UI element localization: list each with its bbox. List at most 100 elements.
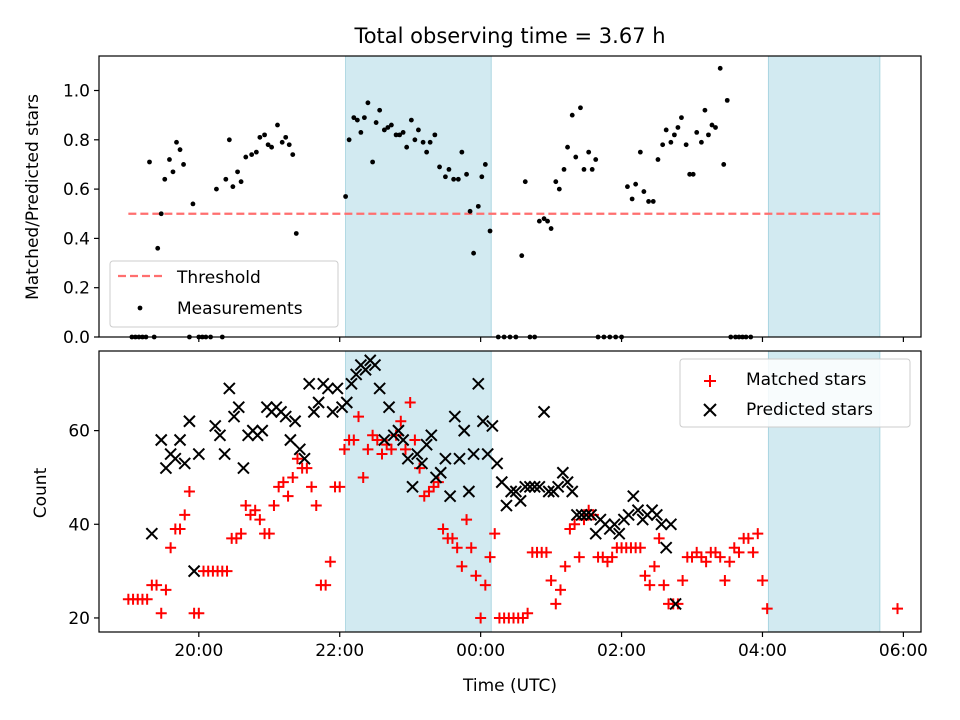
predicted-star-point: [396, 433, 410, 447]
x-tick-label: 02:00: [597, 641, 646, 661]
predicted-star-point: [321, 382, 335, 395]
measurement-point: [646, 199, 651, 204]
matched-star-point: [446, 532, 458, 544]
measurement-point: [589, 166, 595, 172]
predicted-star-point: [443, 489, 457, 503]
measurement-point: [420, 139, 426, 145]
measurement-point: [593, 157, 599, 162]
measurement-point: [408, 117, 414, 123]
matched-star-point: [165, 542, 177, 554]
measurement-point: [235, 169, 240, 175]
measurement-point: [573, 154, 579, 160]
matched-star-point: [428, 481, 440, 493]
measurement-point: [265, 142, 271, 148]
matched-star-point: [677, 574, 689, 586]
measurement-point: [393, 132, 399, 138]
predicted-star-point: [411, 447, 424, 461]
predicted-star-point: [650, 508, 663, 522]
matched-star-point: [724, 556, 736, 568]
matched-star-point: [728, 542, 740, 554]
predicted-star-point: [669, 597, 682, 611]
predicted-star-point: [659, 541, 673, 554]
y-tick-label: 40: [68, 515, 90, 535]
matched-star-point: [399, 443, 411, 455]
matched-star-point: [484, 551, 496, 563]
predicted-star-point: [420, 438, 433, 451]
matched-star-point: [291, 453, 303, 465]
matched-star-point: [465, 542, 477, 554]
matched-star-point: [183, 486, 195, 497]
measurement-point: [672, 132, 677, 138]
measurement-point: [721, 162, 727, 167]
measurement-point: [479, 174, 485, 180]
measurement-point: [223, 176, 229, 182]
predicted-star-point: [448, 410, 462, 423]
matched-star-point: [559, 560, 571, 572]
matched-star-point: [451, 542, 463, 554]
matched-star-point: [470, 570, 482, 582]
matched-star-point: [695, 551, 707, 563]
measurement-point: [162, 176, 168, 182]
observing-window-band: [345, 55, 492, 338]
predicted-star-point: [608, 518, 621, 531]
matched-star-point: [174, 523, 186, 535]
predicted-star-point: [382, 400, 396, 414]
measurement-point: [190, 201, 196, 207]
matched-star-point: [550, 598, 562, 610]
measurement-point: [724, 97, 730, 103]
predicted-star-point: [340, 396, 353, 409]
matched-star-point: [564, 523, 576, 535]
matched-star-point: [235, 528, 247, 540]
measurement-point: [519, 253, 525, 259]
matched-star-point: [367, 429, 379, 441]
matched-star-point: [540, 546, 552, 558]
measurement-point: [578, 105, 583, 111]
measurement-point: [377, 107, 383, 113]
y-tick-label: 0.8: [63, 131, 90, 151]
legend-predicted-swatch: [703, 403, 717, 417]
measurement-point: [373, 120, 379, 125]
measurement-point: [412, 137, 418, 143]
matched-star-point: [569, 518, 581, 530]
measurement-point: [706, 132, 711, 138]
predicted-star-point: [495, 475, 508, 489]
matched-star-point: [395, 415, 407, 427]
y-tick-label: 0.2: [63, 279, 90, 299]
measurement-point: [243, 154, 249, 160]
legend-measurements-label: Measurements: [177, 299, 303, 319]
measurement-point: [561, 166, 567, 172]
predicted-star-point: [183, 415, 196, 428]
matched-star-point: [371, 434, 383, 446]
measurement-point: [556, 186, 562, 192]
matched-star-point: [357, 471, 369, 483]
matched-star-point: [160, 584, 172, 596]
predicted-star-point: [302, 377, 316, 390]
measurement-point: [451, 176, 457, 182]
y-tick-label: 1.0: [63, 82, 90, 102]
predicted-star-point: [467, 447, 480, 461]
matched-star-point: [686, 551, 698, 563]
matched-star-point: [418, 490, 430, 502]
predicted-star-point: [453, 452, 466, 465]
predicted-star-point: [368, 358, 382, 372]
measurement-point: [541, 216, 547, 222]
predicted-star-point: [528, 480, 541, 494]
predicted-star-point: [613, 527, 626, 540]
measurement-point: [694, 130, 700, 135]
legend-matched-swatch: [704, 375, 716, 387]
measurement-point: [581, 166, 587, 172]
predicted-star-point: [349, 368, 363, 381]
predicted-star-point: [627, 489, 640, 503]
predicted-star-point: [472, 377, 485, 390]
predicted-star-point: [415, 457, 429, 470]
measurement-point: [275, 122, 280, 128]
matched-star-point: [691, 546, 703, 558]
count-panel: 20:00 22:00 00:00 02:00 04:00 06:00 20 40 60 Co…: [31, 350, 928, 661]
y-tick-label: 0.6: [63, 180, 90, 200]
predicted-star-point: [575, 508, 588, 522]
chart-title: Total observing time = 3.67 h: [353, 24, 665, 48]
matched-star-point: [489, 528, 501, 540]
measurement-point: [487, 228, 493, 234]
matched-star-point: [517, 612, 529, 624]
measurement-point: [404, 144, 410, 150]
